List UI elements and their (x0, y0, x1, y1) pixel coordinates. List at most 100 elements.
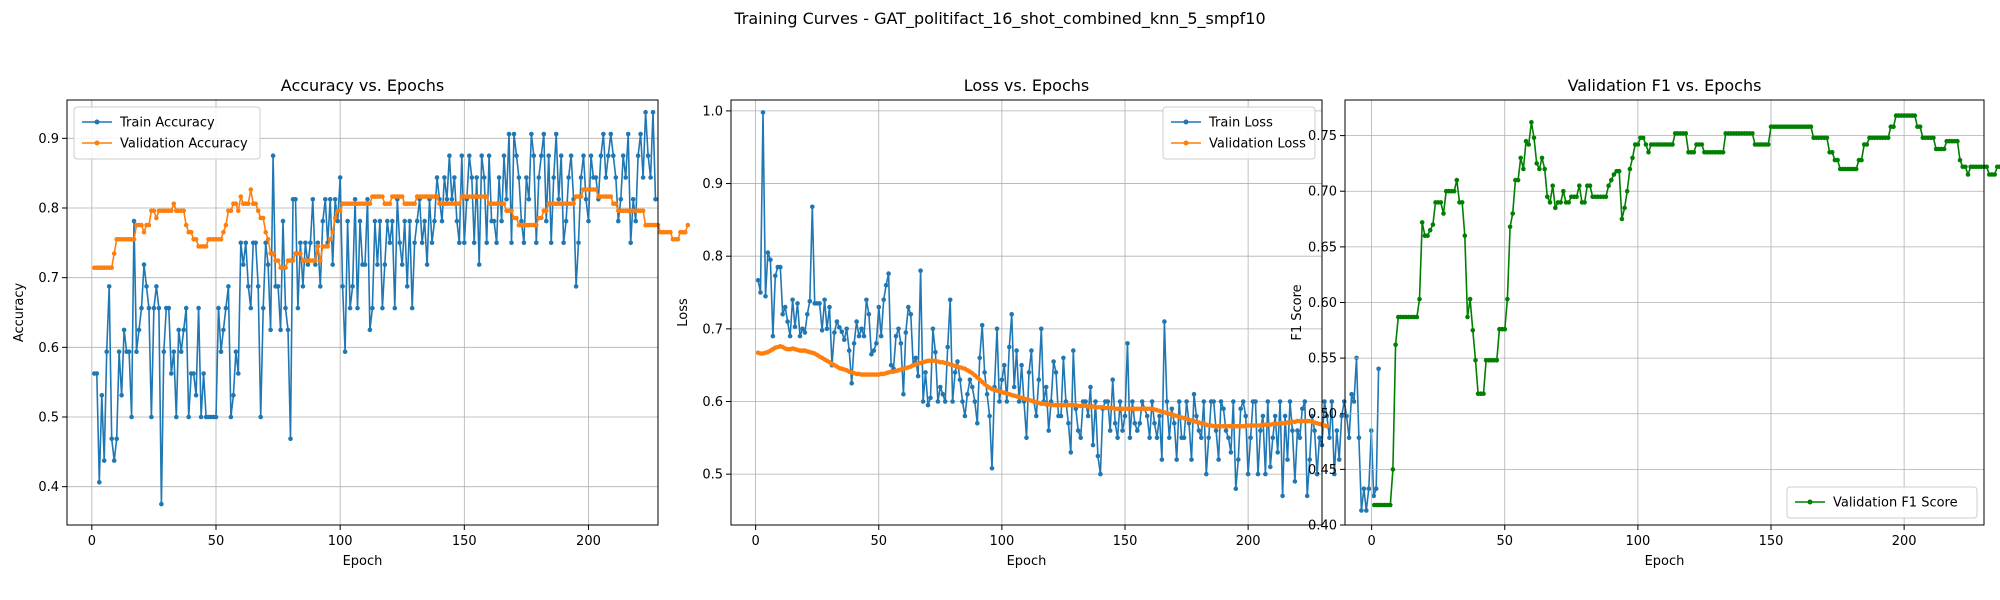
data-point (1029, 348, 1034, 353)
data-point (1808, 124, 1814, 129)
data-point (972, 399, 978, 404)
data-point (1026, 370, 1032, 375)
x-axis-label: Epoch (343, 554, 383, 569)
data-point (196, 305, 201, 311)
data-point (203, 244, 209, 249)
data-point (392, 305, 398, 311)
data-point (1275, 450, 1280, 455)
data-point (606, 153, 611, 158)
data-point (1441, 211, 1446, 216)
data-point (1351, 399, 1357, 404)
data-point (755, 277, 761, 283)
data-point (1992, 172, 1997, 177)
data-point (874, 341, 879, 346)
data-point (129, 414, 134, 420)
data-point (519, 218, 524, 224)
data-point (434, 175, 440, 180)
data-point (131, 218, 137, 224)
data-point (611, 153, 616, 158)
data-point (1917, 124, 1923, 129)
data-point (544, 208, 549, 214)
data-point (668, 229, 673, 235)
data-point (1144, 413, 1150, 419)
data-point (1194, 413, 1199, 419)
data-point (506, 131, 512, 137)
data-point (462, 240, 467, 246)
plot-frame (66, 99, 659, 526)
data-point (854, 319, 859, 324)
data-point (832, 330, 837, 335)
data-point (1253, 399, 1258, 404)
data-point (263, 229, 269, 235)
data-point (491, 218, 497, 224)
data-point (188, 229, 194, 235)
data-point (238, 194, 244, 199)
data-point (638, 131, 643, 137)
data-point (434, 194, 440, 199)
data-point (1624, 188, 1630, 194)
chart-title: Accuracy vs. Epochs (281, 76, 444, 95)
data-point (1750, 131, 1755, 136)
data-point (1824, 135, 1830, 141)
data-point (782, 304, 788, 310)
x-axis-label: Epoch (1007, 554, 1047, 569)
data-point (1105, 399, 1111, 404)
data-point (529, 131, 534, 137)
data-point (236, 371, 241, 376)
data-point (412, 240, 417, 246)
data-point (1470, 328, 1476, 333)
data-point (643, 109, 648, 115)
data-point (1388, 502, 1393, 508)
data-point (1766, 142, 1771, 147)
data-point (399, 262, 405, 267)
data-point (357, 218, 363, 224)
y-tick-label: 1.0 (702, 104, 723, 119)
data-point (457, 201, 462, 206)
data-point (1090, 442, 1096, 448)
data-point (337, 175, 343, 180)
data-point (298, 251, 303, 256)
data-point (551, 175, 556, 180)
data-point (1051, 359, 1056, 364)
y-tick-label: 0.55 (1308, 352, 1337, 367)
data-point (536, 175, 542, 180)
data-point (290, 258, 296, 263)
data-point (1955, 138, 1960, 144)
data-point (479, 153, 485, 158)
data-point (933, 349, 938, 355)
data-point (1112, 421, 1118, 426)
data-point (1307, 457, 1312, 462)
data-point (236, 208, 241, 214)
data-point (1154, 435, 1160, 441)
validation-f1-line (1374, 114, 2000, 506)
data-point (800, 326, 805, 332)
data-point (1364, 508, 1369, 513)
data-point (275, 284, 281, 289)
data-point (1518, 155, 1523, 161)
data-point (223, 222, 229, 228)
data-point (1507, 224, 1513, 230)
data-point (1137, 421, 1143, 426)
data-point (925, 402, 931, 408)
data-point (454, 218, 460, 224)
data-point (104, 349, 109, 355)
data-point (1529, 120, 1534, 125)
data-point (1574, 194, 1579, 200)
data-point (773, 273, 778, 279)
data-point (151, 305, 157, 311)
data-point (213, 414, 219, 420)
data-point (387, 240, 393, 246)
x-tick-label: 150 (1113, 534, 1138, 549)
data-point (1547, 200, 1553, 205)
data-point (1417, 296, 1422, 302)
data-point (342, 349, 348, 355)
data-point (181, 208, 186, 214)
data-point (1258, 428, 1263, 433)
data-point (109, 436, 114, 442)
data-point (1263, 471, 1268, 477)
data-point (979, 322, 985, 328)
data-point (476, 262, 482, 267)
data-point (161, 349, 167, 355)
